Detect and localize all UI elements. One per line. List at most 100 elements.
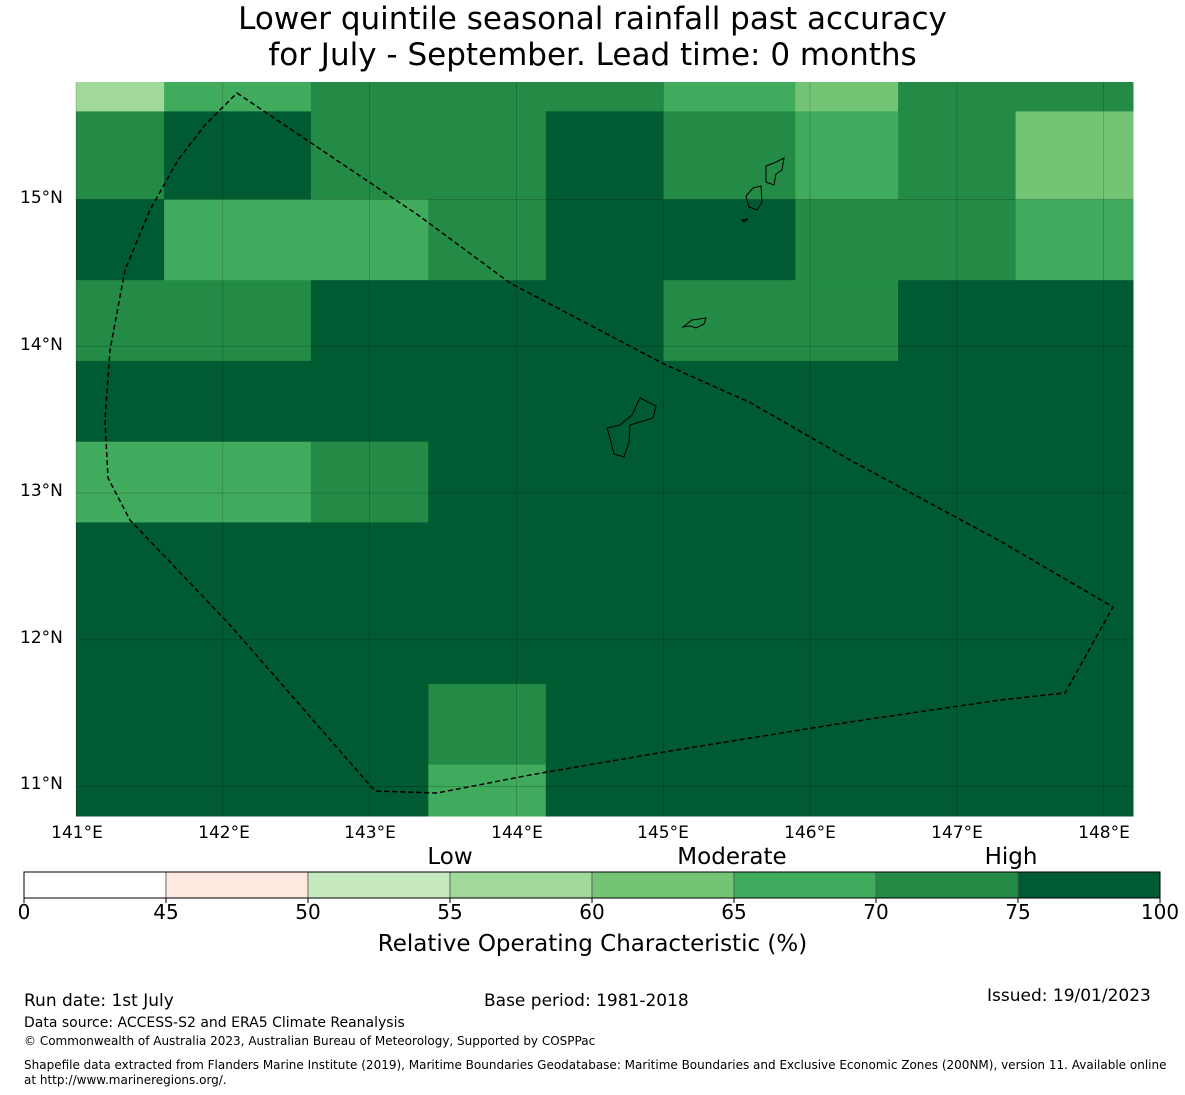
grid-cell: [663, 603, 796, 685]
grid-cell: [428, 683, 547, 766]
grid-cell: [310, 280, 429, 362]
lon-label-146e: 146°E: [784, 823, 836, 843]
grid-cell: [428, 360, 547, 443]
grid-cell: [898, 199, 1016, 281]
colorbar-segment: [875, 871, 1019, 899]
tinian-island: [745, 185, 763, 211]
data-source: Data source: ACCESS-S2 and ERA5 Climate …: [24, 1015, 405, 1031]
grid-cell: [663, 111, 796, 200]
cbar-tick-55: 55: [437, 900, 463, 924]
grid-cell: [428, 111, 547, 200]
grid-cell: [663, 683, 796, 766]
grid-cell: [76, 522, 165, 604]
colorbar-segment: [307, 871, 451, 899]
colorbar-axis-label: Relative Operating Characteristic (%): [377, 931, 808, 957]
grid-cell: [545, 522, 664, 604]
grid-cell: [545, 280, 664, 362]
grid-cell: [795, 111, 899, 200]
shapefile-credit-line-2: at http://www.marineregions.org/.: [24, 1073, 227, 1087]
grid-cell: [164, 603, 312, 685]
lon-label-147e: 147°E: [931, 823, 983, 843]
grid-cell: [428, 199, 547, 281]
grid-cell: [164, 111, 312, 200]
grid-cell: [76, 280, 165, 362]
colorbar: [23, 871, 1161, 903]
grid-cell: [898, 280, 1016, 362]
grid-cell: [795, 82, 899, 112]
lat-label-15n: 15°N: [20, 188, 63, 208]
cbar-tick-0: 0: [17, 900, 31, 924]
lat-label-12n: 12°N: [20, 628, 63, 648]
cbar-tick-100: 100: [1140, 900, 1180, 924]
grid-cell: [898, 683, 1016, 766]
grid-cell: [545, 199, 664, 281]
shapefile-credit-line-1: Shapefile data extracted from Flanders M…: [24, 1058, 1167, 1072]
grid-cell: [545, 764, 664, 817]
aguijan-island: [740, 218, 749, 223]
grid-cell: [1015, 603, 1134, 685]
lon-label-144e: 144°E: [491, 823, 543, 843]
grid-cell: [1015, 360, 1134, 443]
grid-cell: [545, 111, 664, 200]
grid-cell: [898, 82, 1016, 112]
cbar-tick-60: 60: [579, 900, 605, 924]
grid-cell: [545, 360, 664, 443]
guam-island: [606, 397, 657, 458]
grid-cell: [76, 82, 165, 112]
colorbar-segment: [591, 871, 735, 899]
grid-cell: [1015, 764, 1134, 817]
grid-cell: [663, 764, 796, 817]
grid-cell: [663, 522, 796, 604]
grid-cell: [428, 603, 547, 685]
grid-cell: [310, 764, 429, 817]
grid-cell: [898, 522, 1016, 604]
grid-cell: [795, 199, 899, 281]
grid-cell: [795, 280, 899, 362]
chart-title-line-1: Lower quintile seasonal rainfall past ac…: [238, 1, 947, 37]
grid-cell: [663, 441, 796, 523]
cbar-tick-50: 50: [295, 900, 321, 924]
grid-cell: [428, 522, 547, 604]
grid-cell: [310, 199, 429, 281]
grid-cell: [1015, 199, 1134, 281]
grid-cell: [428, 280, 547, 362]
grid-cell: [545, 441, 664, 523]
grid-cell: [1015, 683, 1134, 766]
grid-cell: [164, 82, 312, 112]
grid-cell: [164, 764, 312, 817]
grid-cell: [663, 199, 796, 281]
category-moderate: Moderate: [677, 844, 787, 870]
grid-cell: [164, 360, 312, 443]
lon-label-143e: 143°E: [344, 823, 396, 843]
lat-label-13n: 13°N: [20, 481, 63, 501]
grid-cell: [76, 683, 165, 766]
grid-cell: [76, 603, 165, 685]
grid-cell: [310, 683, 429, 766]
grid-cell: [663, 360, 796, 443]
copyright: © Commonwealth of Australia 2023, Austra…: [24, 1034, 596, 1048]
base-period: Base period: 1981-2018: [484, 991, 689, 1011]
grid-cell: [164, 522, 312, 604]
colorbar-segment: [165, 871, 309, 899]
grid-cell: [310, 603, 429, 685]
grid-cell: [310, 441, 429, 523]
lon-label-142e: 142°E: [198, 823, 250, 843]
cbar-tick-65: 65: [721, 900, 747, 924]
rota-island: [681, 317, 707, 329]
grid-cell: [663, 82, 796, 112]
grid-cell: [795, 764, 899, 817]
grid-cell: [898, 111, 1016, 200]
lon-label-141e: 141°E: [51, 823, 103, 843]
chart-title-line-2: for July - September. Lead time: 0 month…: [268, 37, 917, 73]
colorbar-segment: [23, 871, 167, 899]
lon-label-145e: 145°E: [637, 823, 689, 843]
grid-cell: [310, 522, 429, 604]
category-low: Low: [427, 844, 473, 870]
grid-cell: [898, 441, 1016, 523]
cbar-tick-70: 70: [863, 900, 889, 924]
colorbar-segment: [733, 871, 877, 899]
colorbar-segment: [449, 871, 593, 899]
grid-cell: [545, 82, 664, 112]
issued-date: Issued: 19/01/2023: [987, 986, 1151, 1006]
